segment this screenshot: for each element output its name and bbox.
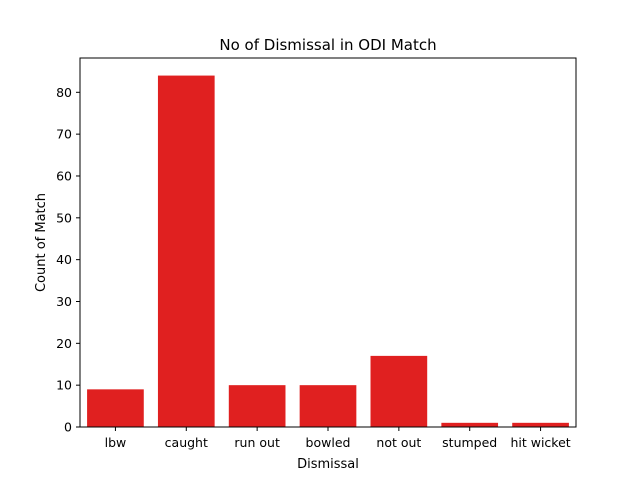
x-tick-label: lbw [105,435,127,450]
chart-title: No of Dismissal in ODI Match [219,36,436,54]
bar-caught [157,75,215,428]
x-axis-ticks: lbw caught run out bowled not out stumped hit … [105,427,571,450]
bar-run-out [228,385,286,427]
x-tick-label: run out [234,435,280,450]
x-tick-label: bowled [306,435,351,450]
bar-hit-wicket [512,422,569,427]
bar-lbw [87,389,144,427]
x-axis-label: Dismissal [297,457,359,472]
y-tick-label: 20 [56,336,72,351]
bars-group [87,75,569,428]
y-tick-label: 0 [64,420,72,435]
y-axis-label: Count of Match [34,193,49,292]
x-tick-label: stumped [442,435,497,450]
bar-stumped [441,422,499,427]
x-tick-label: hit wicket [510,435,570,450]
y-tick-label: 30 [56,294,72,309]
y-axis-ticks: 0 10 20 30 40 50 60 70 80 [56,85,80,435]
x-tick-label: caught [165,435,208,450]
y-tick-label: 60 [56,168,72,183]
x-tick-label: not out [376,435,421,450]
bar-not-out [370,355,428,427]
bar-bowled [299,385,357,427]
y-tick-label: 40 [56,252,72,267]
plot-frame [79,57,577,428]
y-tick-label: 10 [56,378,72,393]
y-tick-label: 70 [56,127,72,142]
y-tick-label: 50 [56,210,72,225]
y-tick-label: 80 [56,85,72,100]
